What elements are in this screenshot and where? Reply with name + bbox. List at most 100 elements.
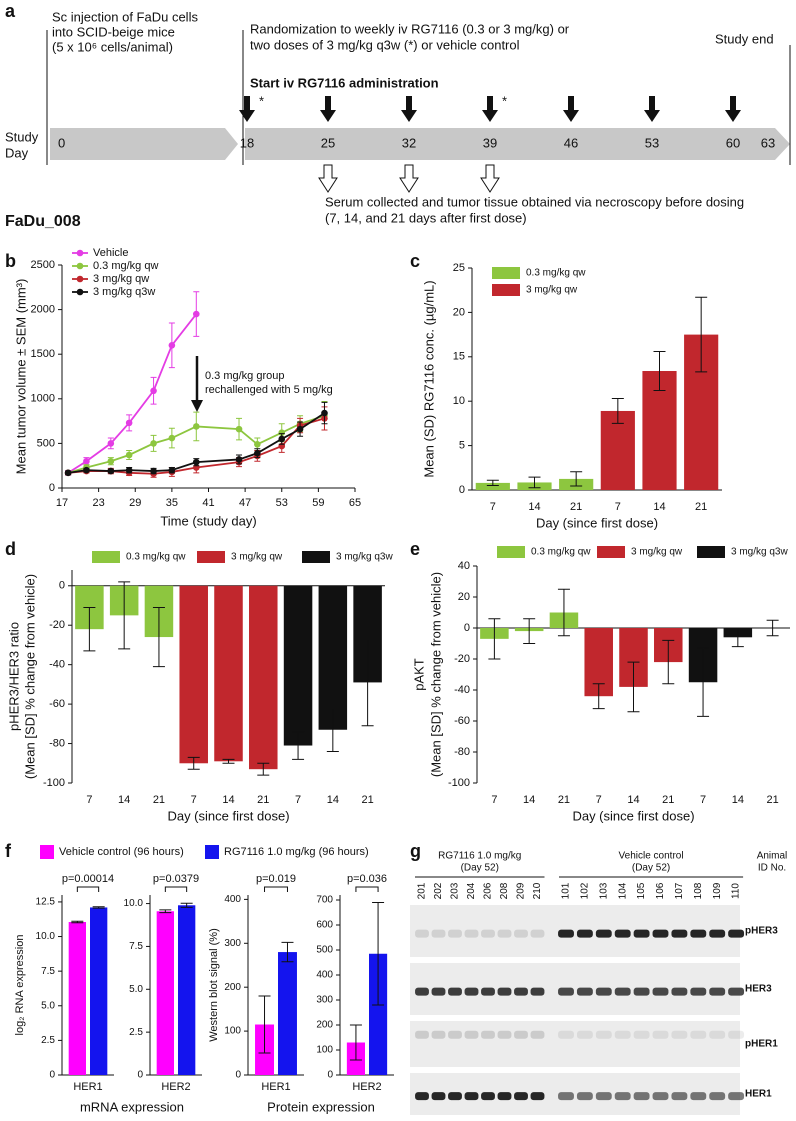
blot-band — [709, 987, 726, 996]
blot-band — [415, 987, 429, 996]
panel-letter: e — [410, 539, 420, 559]
x-tick-label: 7 — [596, 794, 602, 806]
legend-label: 3 mg/kg qw — [93, 273, 149, 285]
blot-band — [415, 1030, 429, 1039]
legend-label: 3 mg/kg qw — [631, 547, 683, 558]
sampling-text: (7, 14, and 21 days after first dose) — [325, 210, 527, 225]
legend-swatch — [492, 267, 520, 279]
x-tick-label: 29 — [129, 497, 141, 509]
day-label: 53 — [645, 135, 659, 150]
x-tick-label: 21 — [257, 794, 269, 806]
lane-id: 210 — [532, 882, 543, 899]
lane-id: 202 — [433, 882, 444, 899]
blot-band — [671, 987, 688, 996]
blot-band — [497, 987, 512, 996]
p-value: p=0.036 — [347, 873, 387, 885]
legend-label: RG7116 1.0 mg/kg (96 hours) — [224, 846, 369, 858]
legend-label: 0.3 mg/kg qw — [126, 552, 186, 563]
x-tick-label: 14 — [528, 501, 540, 513]
blot-band — [431, 929, 446, 938]
point — [83, 466, 90, 474]
y-tick-label: 2.5 — [129, 1027, 143, 1038]
legend-swatch — [197, 551, 225, 563]
y-tick-label: 500 — [316, 945, 333, 956]
y-tick-label: 0 — [459, 484, 465, 496]
point — [278, 429, 286, 436]
bar — [475, 482, 510, 490]
point — [150, 387, 157, 395]
study-id: FaDu_008 — [5, 213, 81, 230]
bar — [249, 585, 278, 770]
blot-band — [614, 1030, 631, 1039]
y-tick-label: 7.5 — [129, 941, 143, 952]
day-label: 32 — [402, 135, 416, 150]
y-tick-label: 400 — [316, 970, 333, 981]
y-axis-title: (Mean [SD] % change from vehicle) — [428, 572, 443, 777]
blot-band — [728, 987, 745, 996]
x-axis-title: Protein expression — [267, 1099, 375, 1114]
blot-band — [431, 1092, 446, 1101]
blot-band — [415, 1092, 429, 1101]
blot-band — [558, 929, 574, 938]
day-label: 39 — [483, 135, 497, 150]
blot-band — [671, 929, 688, 938]
blot-band — [633, 987, 650, 996]
y-tick-label: 0 — [59, 580, 65, 592]
blot-band — [497, 929, 512, 938]
x-tick-label: 59 — [312, 497, 324, 509]
blot-band — [690, 1092, 707, 1101]
y-tick-label: 1500 — [31, 348, 55, 360]
y-tick-label: 5.0 — [41, 1000, 55, 1011]
legend-label: 3 mg/kg q3w — [93, 286, 155, 298]
y-tick-label: 12.5 — [36, 897, 56, 908]
blot-band — [595, 929, 612, 938]
blot-band — [690, 929, 707, 938]
error-bar — [627, 661, 640, 713]
lane-id: 105 — [636, 882, 647, 899]
lane-id: 201 — [417, 882, 428, 899]
y-tick-label: 100 — [316, 1045, 333, 1056]
error-bar — [152, 606, 165, 668]
x-tick-label: 14 — [732, 794, 744, 806]
y-tick-label: 40 — [458, 560, 470, 572]
point — [107, 467, 115, 475]
error-bar — [611, 398, 624, 424]
y-tick-label: 700 — [316, 895, 333, 906]
blot-band — [415, 929, 429, 938]
blot-band — [530, 987, 545, 996]
blot-band — [464, 1030, 479, 1039]
blot-band — [448, 929, 462, 938]
series-line — [67, 414, 325, 474]
y-tick-label: -100 — [43, 777, 65, 789]
point — [107, 457, 115, 465]
x-tick-label: 41 — [202, 497, 214, 509]
point — [83, 457, 90, 465]
blot-band — [497, 1030, 512, 1039]
blot-band — [448, 1030, 462, 1039]
blot-band — [481, 929, 495, 938]
lane-id: 209 — [516, 882, 527, 899]
lane-id: 106 — [655, 882, 666, 899]
bar — [600, 410, 635, 490]
x-tick-label: 21 — [361, 794, 373, 806]
blot-band — [709, 1030, 726, 1039]
point — [235, 425, 243, 433]
x-tick-label: 7 — [295, 794, 301, 806]
x-tick-label: 17 — [56, 497, 68, 509]
x-tick-label: 35 — [166, 497, 178, 509]
x-tick-label: 14 — [222, 794, 234, 806]
sampling-text: Serum collected and tumor tissue obtaine… — [325, 194, 744, 209]
error-bar — [361, 638, 374, 727]
randomization-text: Randomization to weekly iv RG7116 (0.3 o… — [250, 21, 570, 36]
q3w-mark: * — [502, 93, 507, 108]
point — [168, 466, 176, 474]
point — [107, 440, 115, 447]
point — [296, 425, 304, 433]
y-tick-label: 600 — [316, 920, 333, 931]
bar — [179, 585, 208, 764]
lane-id: 108 — [693, 882, 704, 899]
y-tick-label: 300 — [316, 995, 333, 1006]
error-bar — [766, 619, 779, 637]
y-tick-label: 500 — [37, 437, 55, 449]
blot-band — [652, 1092, 669, 1101]
